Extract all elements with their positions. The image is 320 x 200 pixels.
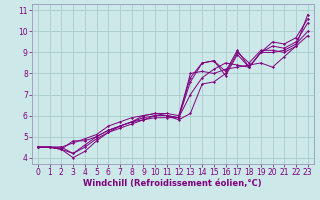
X-axis label: Windchill (Refroidissement éolien,°C): Windchill (Refroidissement éolien,°C) bbox=[84, 179, 262, 188]
